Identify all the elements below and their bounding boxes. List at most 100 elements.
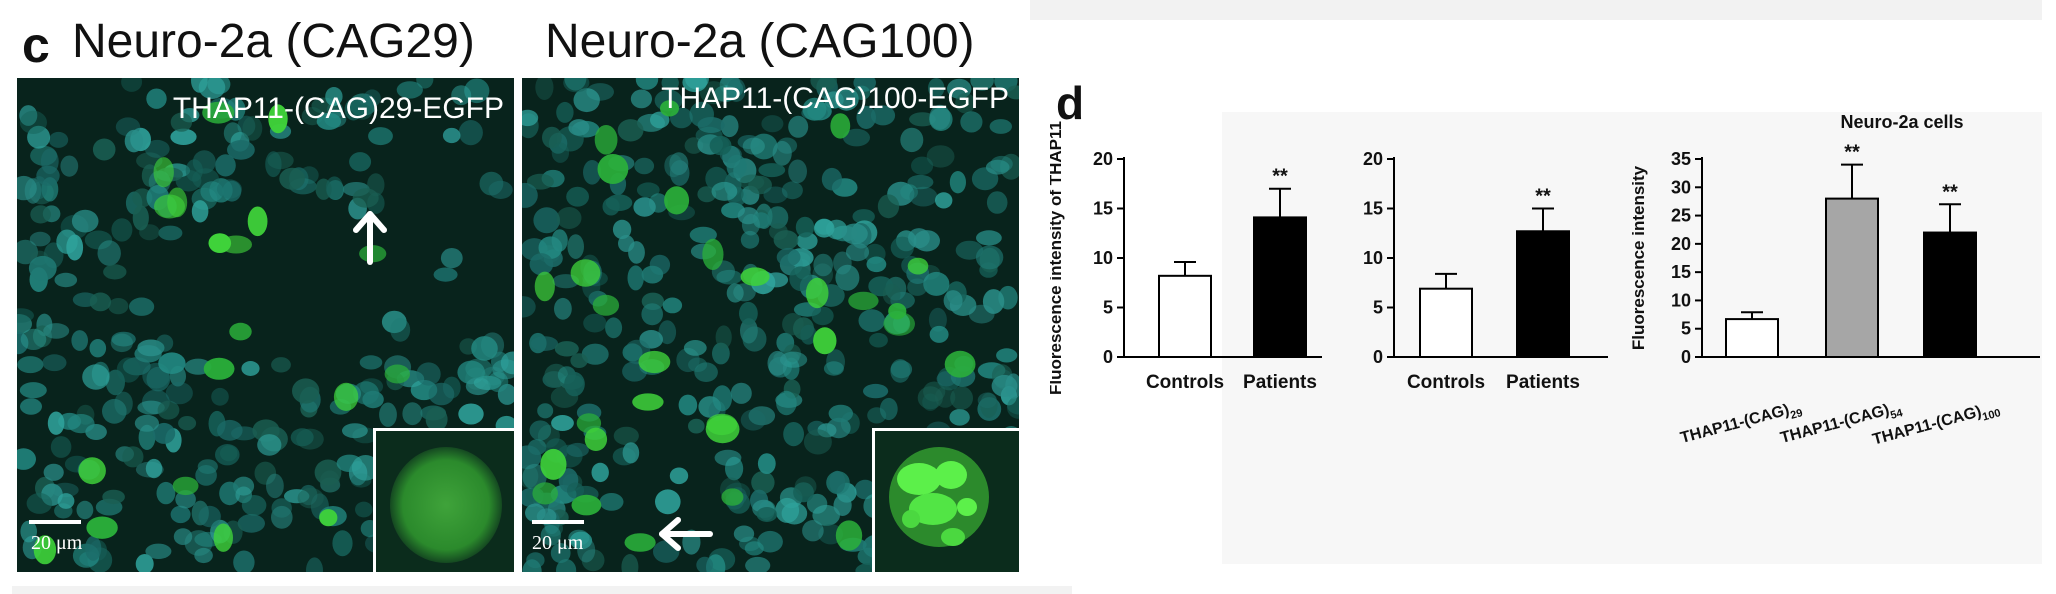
- cell-nucleus: [943, 290, 963, 312]
- cell-nucleus: [219, 481, 241, 506]
- egfp-positive-cell: [848, 291, 879, 311]
- egfp-positive-cell: [333, 382, 359, 411]
- egfp-positive-cell: [229, 322, 252, 341]
- y-tick-label: 5: [1681, 319, 1691, 339]
- egfp-positive-cell: [213, 523, 233, 552]
- micrograph-cag100: THAP11-(CAG)100-EGFP 20 μm: [522, 78, 1019, 572]
- cell-nucleus: [551, 142, 570, 163]
- cell-nucleus: [928, 78, 945, 98]
- bar: [1725, 318, 1779, 358]
- cell-nucleus: [20, 328, 47, 350]
- cell-nucleus: [71, 209, 99, 233]
- cell-field-cag100: [522, 78, 1019, 572]
- y-tick-label: 10: [1093, 248, 1113, 268]
- cell-nucleus: [907, 278, 928, 296]
- cell-nucleus: [793, 482, 814, 503]
- cell-nucleus: [43, 323, 70, 339]
- cell-nucleus: [641, 265, 664, 284]
- cell-nucleus: [42, 354, 67, 372]
- cell-nucleus: [550, 543, 571, 563]
- cell-nucleus: [522, 559, 542, 572]
- cell-nucleus: [714, 449, 742, 466]
- cell-nucleus: [198, 505, 221, 528]
- cell-nucleus: [342, 423, 368, 439]
- cell-nucleus: [522, 296, 536, 318]
- cell-nucleus: [633, 197, 656, 217]
- cell-nucleus: [852, 209, 875, 224]
- cell-nucleus: [870, 105, 896, 126]
- cell-nucleus: [185, 159, 203, 182]
- egfp-positive-cell: [638, 350, 671, 374]
- cell-nucleus: [913, 230, 940, 252]
- inset-zoom-cag100: [872, 428, 1019, 572]
- cell-nucleus: [156, 334, 174, 352]
- egfp-positive-cell: [813, 327, 837, 355]
- cell-nucleus: [111, 218, 133, 242]
- egfp-positive-cell: [624, 533, 656, 552]
- cell-nucleus: [351, 455, 380, 481]
- cell-nucleus: [279, 167, 305, 190]
- cell-nucleus: [835, 264, 860, 291]
- cell-nucleus: [800, 324, 817, 345]
- cell-nucleus: [730, 382, 752, 404]
- cell-nucleus: [551, 229, 568, 252]
- cell-nucleus: [617, 119, 644, 142]
- cell-nucleus: [237, 514, 265, 533]
- cell-nucleus: [257, 434, 282, 456]
- cell-nucleus: [745, 556, 771, 572]
- cell-nucleus: [17, 331, 29, 355]
- cell-nucleus: [813, 253, 833, 277]
- cell-nucleus: [17, 356, 44, 374]
- cell-nucleus: [390, 318, 411, 342]
- egfp-positive-cell: [534, 271, 555, 302]
- cell-nucleus: [17, 239, 38, 265]
- cell-nucleus: [537, 403, 554, 419]
- cell-nucleus: [742, 137, 765, 155]
- cell-nucleus: [114, 391, 133, 416]
- y-tick-label: 10: [1671, 290, 1691, 310]
- cell-nucleus: [566, 442, 589, 458]
- cell-nucleus: [662, 297, 683, 314]
- cell-nucleus: [359, 355, 383, 370]
- micrograph-cag29: THAP11-(CAG)29-EGFP 20 μm: [17, 78, 514, 572]
- cell-nucleus: [769, 223, 788, 241]
- x-tick-label: Patients: [1243, 372, 1317, 393]
- cell-nucleus: [696, 556, 714, 572]
- cell-nucleus: [841, 223, 868, 245]
- cell-nucleus: [191, 200, 209, 223]
- cell-nucleus: [451, 85, 472, 106]
- cell-nucleus: [233, 550, 255, 572]
- cell-nucleus: [634, 157, 655, 175]
- cell-nucleus: [845, 242, 870, 262]
- cell-nucleus: [911, 156, 934, 175]
- cell-nucleus: [110, 333, 133, 353]
- cell-nucleus: [744, 541, 764, 556]
- egfp-positive-cell: [202, 101, 235, 124]
- cell-nucleus: [564, 371, 585, 397]
- cell-nucleus: [290, 428, 314, 447]
- cell-nucleus: [694, 362, 718, 383]
- cell-nucleus: [826, 417, 851, 439]
- cell-nucleus: [975, 245, 1004, 270]
- cell-nucleus: [146, 366, 171, 392]
- cell-nucleus: [47, 411, 65, 435]
- cell-nucleus: [458, 120, 483, 146]
- cell-nucleus: [879, 397, 898, 421]
- cell-nucleus: [715, 325, 732, 349]
- egfp-positive-cell: [594, 125, 618, 155]
- cell-nucleus: [869, 332, 888, 348]
- egfp-positive-cell: [805, 277, 829, 309]
- cell-nucleus: [751, 471, 775, 494]
- cell-field-cag29: [17, 78, 514, 572]
- cell-nucleus: [757, 530, 783, 553]
- cell-nucleus: [325, 87, 343, 106]
- egfp-positive-cell: [835, 520, 863, 551]
- cell-nucleus: [737, 135, 760, 149]
- cell-nucleus: [19, 382, 47, 399]
- cell-nucleus: [788, 159, 807, 184]
- cell-nucleus: [581, 549, 605, 572]
- cell-nucleus: [783, 422, 804, 447]
- cell-nucleus: [535, 78, 554, 100]
- cell-nucleus: [170, 112, 193, 132]
- egfp-positive-cell: [597, 154, 629, 184]
